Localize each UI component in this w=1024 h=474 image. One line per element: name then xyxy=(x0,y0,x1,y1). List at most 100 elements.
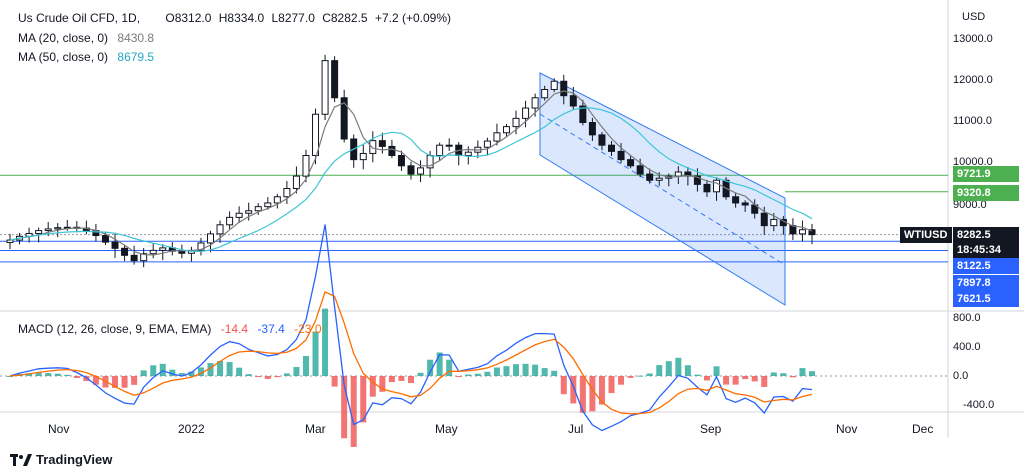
candle-down xyxy=(378,140,386,147)
macd-histogram-bar xyxy=(789,376,796,378)
macd-histogram-bar xyxy=(513,364,520,376)
ma20-label: MA (20, close, 0) xyxy=(18,31,109,45)
tag-8122: 8122.5 xyxy=(953,258,1019,274)
candle-up xyxy=(149,249,157,255)
ma20-legend[interactable]: MA (20, close, 0) 8430.8 xyxy=(18,31,160,45)
macd-line-value: -37.4 xyxy=(257,322,285,336)
time-tick-sep: Sep xyxy=(700,422,722,436)
time-tick-may: May xyxy=(435,422,458,436)
candle-down xyxy=(732,196,740,204)
macd-legend[interactable]: MACD (12, 26, close, 9, EMA, EMA) -14.4 … xyxy=(18,322,328,336)
macd-histogram-bar xyxy=(522,363,529,376)
tradingview-icon xyxy=(10,453,32,466)
candle-up xyxy=(655,177,663,181)
macd-histogram-bar xyxy=(780,373,787,376)
descending-channel xyxy=(539,72,786,306)
macd-histogram-bar xyxy=(694,374,701,376)
candle-down xyxy=(598,134,606,146)
candle-up xyxy=(531,97,539,109)
macd-pane xyxy=(0,224,948,447)
macd-histogram-bar xyxy=(627,376,634,378)
macd-histogram-bar xyxy=(579,376,586,413)
ma20-line xyxy=(9,90,813,256)
candle-down xyxy=(121,247,129,256)
ohlc-low: L8277.0 xyxy=(271,11,315,25)
tradingview-logo[interactable]: TradingView xyxy=(10,452,112,467)
currency-label: USD xyxy=(962,11,986,23)
ohlc-high: H8334.0 xyxy=(218,11,265,25)
time-tick-dec: Dec xyxy=(912,422,934,436)
candle-down xyxy=(101,235,109,243)
macd-histogram-bar xyxy=(665,361,672,376)
macd-histogram-bar xyxy=(112,376,119,388)
ma50-legend[interactable]: MA (50, close, 0) 8679.5 xyxy=(18,50,160,64)
candle-down xyxy=(388,145,396,157)
macd-histogram-bar xyxy=(322,308,329,376)
price-tick-10000: 10000.0 xyxy=(953,156,993,168)
candle-down xyxy=(407,165,415,175)
macd-histogram-bar xyxy=(26,373,33,376)
macd-histogram-bar xyxy=(570,376,577,404)
macd-histogram-bar xyxy=(455,376,462,377)
candle-down xyxy=(560,80,568,97)
macd-signal-value: -23.0 xyxy=(294,322,322,336)
candle-up xyxy=(369,140,377,154)
macd-histogram-bar xyxy=(474,373,481,376)
last-price-tag: 8282.5 xyxy=(953,227,1019,243)
macd-histogram-bar xyxy=(7,376,13,377)
ohlc-change: +7.2 (+0.09%) xyxy=(374,11,451,25)
countdown-tag: 18:45:34 xyxy=(953,242,1019,258)
macd-histogram-bar xyxy=(770,372,777,376)
macd-line xyxy=(9,224,813,432)
macd-histogram-bar xyxy=(54,373,61,376)
macd-histogram-bar xyxy=(360,376,367,423)
candle-down xyxy=(636,165,644,175)
candle-up xyxy=(302,155,310,177)
macd-histogram-bar xyxy=(541,368,548,376)
macd-histogram-bar xyxy=(675,357,682,376)
candle-up xyxy=(197,242,205,251)
candle-down xyxy=(331,60,339,99)
macd-histogram-bar xyxy=(188,371,195,376)
candle-up xyxy=(44,228,52,232)
macd-histogram-bar xyxy=(341,376,348,439)
candle-up xyxy=(226,216,234,226)
macd-histogram-bar xyxy=(35,372,42,376)
time-tick-jul: Jul xyxy=(568,422,584,436)
candle-up xyxy=(54,227,62,230)
price-tick-9000: 9000.0 xyxy=(953,199,987,211)
ma50-label: MA (50, close, 0) xyxy=(18,50,109,64)
macd-histogram-bar xyxy=(684,365,691,376)
ohlc-close: C8282.5 xyxy=(322,11,368,25)
candle-up xyxy=(417,167,425,175)
candle-down xyxy=(111,241,119,249)
macd-histogram-bar xyxy=(197,367,204,376)
macd-histogram-bar xyxy=(369,376,376,397)
candle-up xyxy=(445,144,453,147)
candle-up xyxy=(502,126,510,134)
candle-down xyxy=(178,250,186,254)
macd-histogram-bar xyxy=(388,376,395,383)
price-tick-12000: 12000.0 xyxy=(953,74,993,86)
candle-up xyxy=(464,151,472,156)
time-tick-nov: Nov xyxy=(48,422,70,436)
candle-up xyxy=(6,239,14,244)
tradingview-text: TradingView xyxy=(36,452,113,467)
macd-histogram-bar xyxy=(274,376,281,378)
candle-down xyxy=(130,254,138,262)
symbol-legend[interactable]: Us Crude Oil CFD, 1D, O8312.0 H8334.0 L8… xyxy=(18,11,455,25)
candle-up xyxy=(140,253,148,262)
price-tick-11000: 11000.0 xyxy=(953,115,992,127)
macd-histogram-bar xyxy=(245,374,252,376)
candle-up xyxy=(483,140,491,148)
macd-histogram-bar xyxy=(646,373,653,376)
macd-histogram-bar xyxy=(761,376,768,387)
price-pane xyxy=(0,54,948,306)
macd-histogram-bar xyxy=(226,362,233,376)
macd-histogram-bar xyxy=(484,371,491,376)
macd-histogram-bar xyxy=(551,370,558,376)
macd-label: MACD (12, 26, close, 9, EMA, EMA) xyxy=(18,322,212,336)
time-tick-2022: 2022 xyxy=(178,422,205,436)
candle-up xyxy=(292,175,300,189)
